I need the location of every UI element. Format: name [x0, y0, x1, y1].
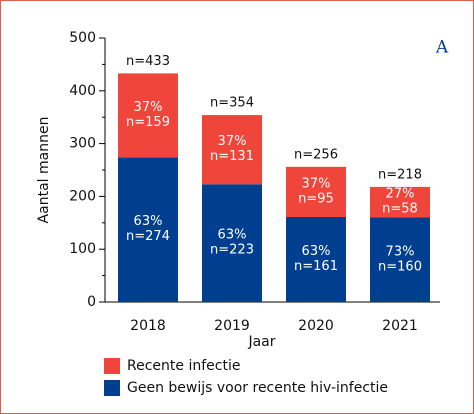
share-label: 37%: [302, 176, 331, 191]
value-label: n=160: [378, 259, 422, 274]
share-label: 27%: [386, 187, 415, 202]
y-tick-label: 200: [69, 188, 96, 204]
total-label: n=433: [126, 54, 170, 69]
total-label: n=218: [378, 167, 422, 182]
legend-swatch: [104, 380, 120, 396]
bar-segment: [118, 157, 178, 302]
bar-segment: [286, 166, 346, 217]
x-tick-label: 2019: [214, 318, 250, 334]
share-label: 37%: [218, 134, 247, 149]
total-label: n=354: [210, 96, 254, 111]
y-tick-label: 0: [87, 294, 96, 310]
share-label: 63%: [218, 228, 247, 243]
value-label: n=131: [210, 149, 254, 164]
y-tick-label: 400: [69, 83, 96, 99]
x-tick-label: 2021: [382, 318, 418, 334]
panel-label: A: [435, 38, 449, 58]
value-label: n=223: [210, 243, 254, 258]
bar-segment: [202, 115, 262, 185]
bar-segment: [202, 184, 262, 302]
legend-label: Geen bewijs voor recente hiv-infectie: [127, 380, 388, 396]
bar-segment: [370, 217, 430, 302]
y-tick-label: 500: [69, 30, 96, 46]
value-label: n=95: [298, 191, 334, 206]
legend-label: Recente infectie: [127, 358, 240, 374]
share-label: 63%: [302, 244, 331, 259]
value-label: n=161: [294, 259, 338, 274]
x-tick-label: 2018: [130, 318, 166, 334]
bar-segment: [118, 73, 178, 158]
bar-segment: [286, 216, 346, 302]
bar-segment: [370, 186, 430, 218]
share-label: 73%: [386, 244, 415, 259]
y-tick-label: 300: [69, 136, 96, 152]
x-tick-label: 2020: [298, 318, 334, 334]
x-axis-label: Jaar: [247, 334, 275, 350]
share-label: 37%: [134, 100, 163, 115]
y-tick-label: 100: [69, 241, 96, 257]
value-label: n=274: [126, 229, 170, 244]
y-axis-label: Aantal mannen: [36, 117, 52, 224]
value-label: n=58: [382, 202, 418, 217]
total-label: n=256: [294, 147, 338, 162]
legend-swatch: [104, 358, 120, 374]
value-label: n=159: [126, 115, 170, 130]
share-label: 63%: [134, 214, 163, 229]
